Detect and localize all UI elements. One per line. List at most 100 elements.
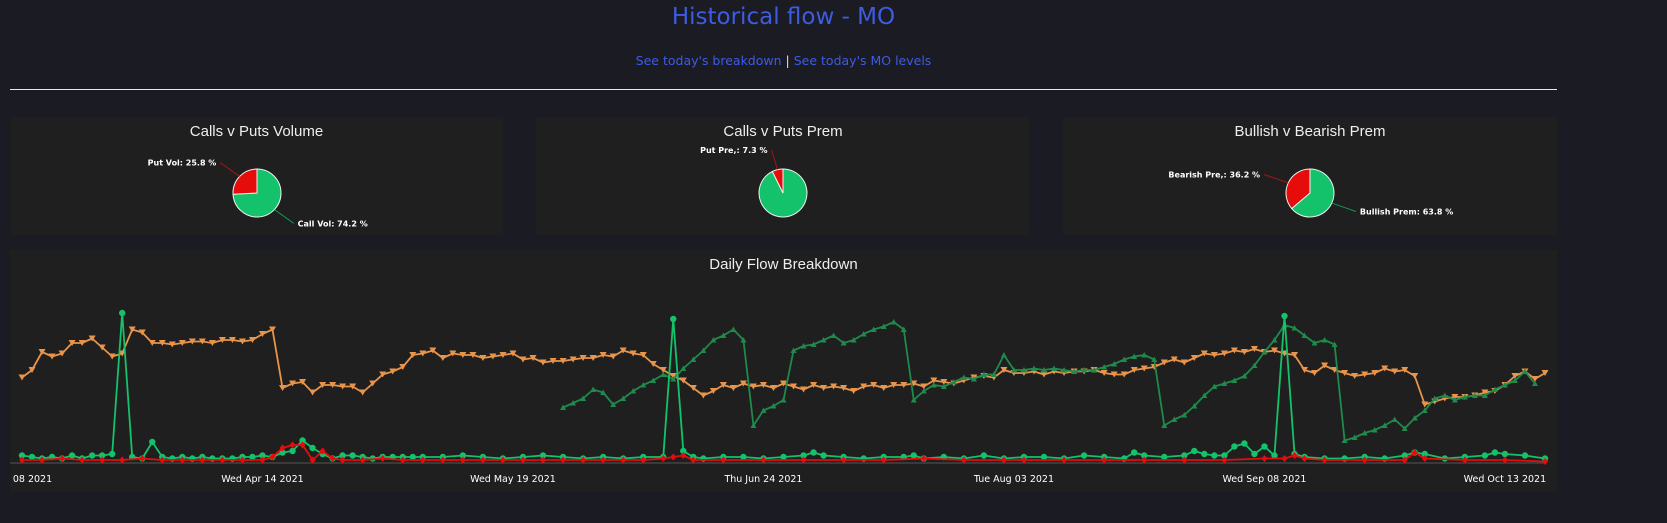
data-point xyxy=(630,388,637,394)
data-point xyxy=(910,397,917,403)
data-point xyxy=(1421,455,1428,462)
data-point xyxy=(790,347,797,353)
data-point xyxy=(1140,365,1148,372)
data-point xyxy=(800,452,807,459)
data-point xyxy=(159,456,166,464)
data-point xyxy=(199,456,206,464)
pie-chart-bullish-bearish: Bullish Prem: 63.8 % Bearish Pre,: 36.2 % xyxy=(1168,168,1453,218)
data-point xyxy=(1250,346,1258,352)
data-point xyxy=(499,456,506,464)
data-point xyxy=(1341,370,1349,376)
data-point xyxy=(640,382,647,388)
data-point xyxy=(279,449,286,456)
data-point xyxy=(750,422,757,428)
data-point xyxy=(599,352,607,358)
data-point xyxy=(289,380,297,387)
data-point xyxy=(128,326,136,333)
data-point xyxy=(1521,452,1529,459)
data-point xyxy=(459,456,466,464)
data-point xyxy=(1271,452,1278,459)
data-point xyxy=(249,453,256,461)
data-point xyxy=(1210,352,1218,358)
data-point xyxy=(118,309,126,317)
data-point xyxy=(108,353,116,360)
data-point xyxy=(319,382,327,388)
data-point xyxy=(1221,380,1228,386)
data-point xyxy=(1141,452,1148,459)
data-point xyxy=(709,388,717,394)
data-point xyxy=(179,456,186,464)
data-point xyxy=(1180,359,1188,366)
data-point xyxy=(439,355,447,361)
data-point xyxy=(830,332,837,338)
panel-title: Calls v Puts Prem xyxy=(723,123,843,140)
data-point xyxy=(580,456,587,464)
data-point xyxy=(880,323,887,329)
data-point xyxy=(269,453,276,461)
data-point xyxy=(680,447,687,455)
data-point xyxy=(1181,452,1188,459)
data-point xyxy=(379,455,386,462)
data-point xyxy=(399,364,407,370)
data-point xyxy=(198,338,206,345)
pie-label-connector xyxy=(771,150,779,170)
data-point xyxy=(880,385,888,391)
data-point xyxy=(1481,392,1488,398)
data-point xyxy=(770,403,777,409)
data-point xyxy=(589,355,597,361)
data-point xyxy=(248,337,256,343)
data-point xyxy=(820,337,827,343)
data-point xyxy=(299,379,307,385)
data-point xyxy=(900,326,907,332)
data-point xyxy=(1091,367,1098,373)
data-point xyxy=(309,444,316,452)
data-point xyxy=(88,452,96,459)
data-point xyxy=(710,337,717,343)
data-point xyxy=(650,377,657,383)
data-point xyxy=(1361,371,1369,378)
data-point xyxy=(419,350,427,357)
data-point xyxy=(389,368,397,375)
data-point xyxy=(1281,455,1288,462)
data-point xyxy=(1201,450,1208,458)
data-point xyxy=(790,383,798,390)
data-point xyxy=(680,452,687,459)
data-point xyxy=(1271,337,1278,343)
x-tick-label: Wed May 19 2021 xyxy=(470,474,556,485)
data-point xyxy=(860,383,868,390)
daily-flow-panel: Daily Flow Breakdown Mar 08 2021 Wed Apr … xyxy=(0,250,1557,492)
data-point xyxy=(1211,452,1218,459)
todays-levels-link[interactable]: See today's MO levels xyxy=(793,53,932,68)
data-point xyxy=(870,382,878,388)
data-point xyxy=(309,389,317,396)
data-point xyxy=(1200,350,1208,357)
data-point xyxy=(39,456,46,464)
data-point xyxy=(1261,455,1268,462)
data-point xyxy=(1241,373,1248,379)
data-point xyxy=(1061,456,1068,464)
data-point xyxy=(1240,349,1248,355)
data-point xyxy=(960,374,967,380)
page-title: Historical flow - MO xyxy=(671,4,896,30)
data-point xyxy=(930,382,937,388)
todays-breakdown-link[interactable]: See today's breakdown xyxy=(635,53,782,68)
data-point xyxy=(479,355,487,361)
data-point xyxy=(149,438,156,446)
data-point xyxy=(1171,416,1178,422)
data-point xyxy=(459,452,467,459)
data-point xyxy=(1241,440,1248,447)
data-point xyxy=(1261,349,1268,355)
data-point xyxy=(309,456,316,464)
bullish-v-bearish-panel: Bullish v Bearish Prem Bullish Prem: 63.… xyxy=(1063,117,1557,235)
data-point xyxy=(1141,456,1148,464)
pie-label-connector xyxy=(1331,202,1357,212)
data-point xyxy=(670,376,677,382)
data-point xyxy=(1040,453,1048,461)
data-point xyxy=(158,340,166,346)
data-point xyxy=(1120,371,1128,378)
data-point xyxy=(1110,371,1118,378)
data-point xyxy=(940,383,947,389)
data-point xyxy=(600,456,607,464)
data-point xyxy=(920,455,927,462)
data-point xyxy=(810,449,817,456)
